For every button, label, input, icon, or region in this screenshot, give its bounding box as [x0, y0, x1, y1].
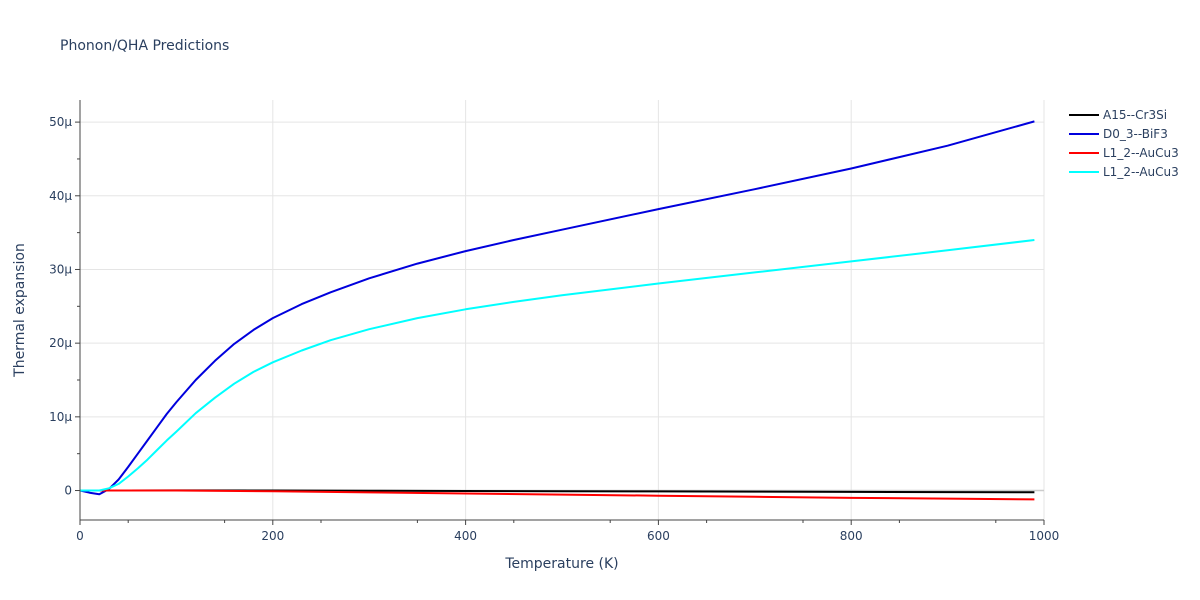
legend[interactable]: A15--Cr3Si D0_3--BiF3 L1_2--AuCu3 L1_2--AuC… [1069, 108, 1179, 179]
y-tick-label: 30μ [49, 262, 72, 276]
y-tick-label: 20μ [49, 336, 72, 350]
plot-area [79, 120, 1035, 501]
x-tick-label: 0 [76, 529, 84, 543]
legend-item[interactable]: A15--Cr3Si [1069, 108, 1167, 122]
legend-label: L1_2--AuCu3 [1103, 146, 1179, 160]
legend-item[interactable]: D0_3--BiF3 [1069, 127, 1168, 141]
legend-item[interactable]: L1_2--AuCu3 [1069, 165, 1179, 179]
x-tick-label: 1000 [1029, 529, 1060, 543]
x-tick-label: 200 [261, 529, 284, 543]
chart-title: Phonon/QHA Predictions [60, 38, 229, 54]
y-tick-label: 0 [64, 484, 72, 498]
legend-item[interactable]: L1_2--AuCu3 [1069, 146, 1179, 160]
legend-label: D0_3--BiF3 [1103, 127, 1168, 141]
series-line-2 [80, 489, 1035, 501]
x-tick-label: 600 [647, 529, 670, 543]
series-line-1 [79, 120, 1035, 496]
series-line-3 [80, 239, 1035, 492]
x-tick-label: 800 [840, 529, 863, 543]
legend-label: L1_2--AuCu3 [1103, 165, 1179, 179]
legend-label: A15--Cr3Si [1103, 108, 1167, 122]
x-axis-title: Temperature (K) [504, 556, 618, 572]
y-tick-label: 10μ [49, 410, 72, 424]
grid-lines [80, 100, 1045, 520]
y-tick-label: 40μ [49, 189, 72, 203]
x-tick-label: 400 [454, 529, 477, 543]
axes: 0 200 400 600 800 1000 0 10μ 20μ 30μ 40μ 50μ [49, 100, 1059, 543]
y-tick-label: 50μ [49, 115, 72, 129]
y-axis-title: Thermal expansion [12, 243, 28, 378]
